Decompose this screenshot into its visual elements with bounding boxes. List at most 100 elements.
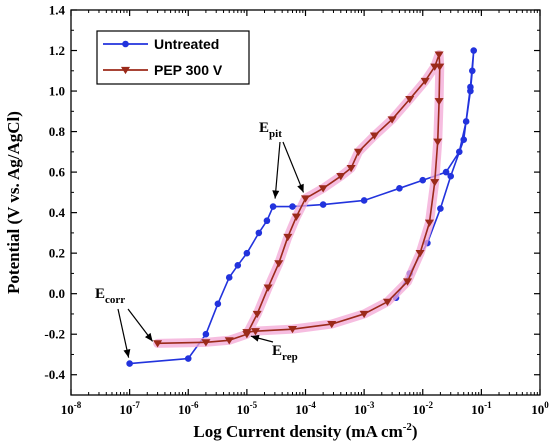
legend: Untreated PEP 300 V bbox=[96, 30, 250, 85]
data-point bbox=[462, 118, 470, 125]
legend-label: PEP 300 V bbox=[154, 62, 223, 78]
data-point bbox=[419, 176, 427, 184]
data-point bbox=[214, 300, 222, 308]
series-untreated bbox=[126, 47, 478, 367]
data-point bbox=[460, 136, 468, 143]
x-tick-label: 10-8 bbox=[61, 400, 82, 417]
data-point bbox=[433, 138, 443, 146]
annotation-e-rep: Erep bbox=[272, 343, 298, 363]
annotation-arrow bbox=[282, 141, 305, 193]
data-point bbox=[435, 63, 445, 71]
y-tick-label: 0.8 bbox=[49, 124, 66, 139]
data-point bbox=[467, 83, 474, 91]
data-point bbox=[360, 197, 368, 204]
data-point bbox=[318, 185, 328, 193]
data-point bbox=[402, 278, 413, 286]
arrow-head bbox=[272, 190, 280, 199]
data-point bbox=[434, 98, 444, 106]
x-tick-label: 10-7 bbox=[119, 400, 140, 417]
data-point bbox=[434, 51, 444, 59]
data-point bbox=[327, 320, 337, 329]
y-tick-label: 0.2 bbox=[49, 246, 65, 261]
data-point bbox=[420, 77, 430, 86]
data-point bbox=[300, 195, 311, 203]
x-tick-label: 10-3 bbox=[354, 400, 375, 417]
y-tick-label: 0.0 bbox=[49, 286, 65, 301]
y-tick-label: -0.2 bbox=[44, 327, 65, 342]
data-point bbox=[415, 250, 425, 258]
annotation-e-pit: Epit bbox=[259, 120, 282, 140]
data-point bbox=[234, 262, 242, 269]
data-point bbox=[184, 355, 192, 362]
y-axis-title: Potential (V vs. Ag/AgCl) bbox=[4, 111, 23, 294]
legend-swatch-marker bbox=[122, 40, 129, 48]
data-point bbox=[126, 360, 133, 367]
x-tick-label: 10-2 bbox=[413, 400, 434, 417]
axes-layer: 10-8 10-7 10-6 10-5 10-4 10-3 10-2 10-1 100 -0.4 -… bbox=[44, 3, 549, 418]
data-point bbox=[283, 233, 293, 242]
data-point bbox=[263, 217, 271, 225]
x-tick-label: 10-1 bbox=[471, 400, 492, 417]
series-line bbox=[129, 49, 475, 365]
data-point bbox=[353, 148, 363, 157]
annotation-arrow bbox=[117, 308, 130, 358]
data-point bbox=[263, 284, 273, 292]
annotation-layer: Epit Ecorr Erep bbox=[95, 120, 305, 363]
annotation-e-corr: Ecorr bbox=[95, 286, 125, 306]
data-point bbox=[269, 203, 277, 210]
data-point bbox=[250, 328, 260, 336]
data-point bbox=[470, 47, 478, 54]
data-point bbox=[291, 213, 301, 221]
legend-box bbox=[96, 30, 250, 85]
data-point bbox=[437, 205, 444, 212]
arrow-head bbox=[250, 334, 260, 342]
x-tick-label: 100 bbox=[531, 400, 549, 417]
y-tick-label: 1.4 bbox=[49, 3, 66, 18]
y-tick-label: -0.4 bbox=[44, 367, 65, 382]
data-point bbox=[455, 148, 463, 156]
arrow-head bbox=[123, 349, 131, 358]
data-point bbox=[468, 67, 476, 75]
arrow-head bbox=[297, 183, 304, 193]
data-point bbox=[336, 173, 346, 181]
y-tick-label: 1.0 bbox=[49, 84, 65, 99]
data-point bbox=[430, 179, 440, 187]
data-point bbox=[255, 229, 263, 237]
y-tick-label: 1.2 bbox=[49, 43, 65, 58]
data-point bbox=[442, 168, 450, 176]
x-tick-label: 10-5 bbox=[237, 400, 258, 417]
data-point bbox=[382, 298, 392, 306]
data-point bbox=[387, 116, 397, 124]
x-axis-title: Log Current density (mA cm-2) bbox=[193, 421, 417, 441]
data-point bbox=[424, 219, 434, 227]
data-point bbox=[396, 185, 403, 192]
data-point bbox=[224, 337, 234, 345]
y-tick-label: 0.4 bbox=[49, 205, 66, 220]
data-point bbox=[359, 310, 369, 319]
data-point bbox=[252, 310, 262, 319]
data-point bbox=[274, 260, 284, 268]
x-tick-label: 10-4 bbox=[295, 400, 316, 417]
arrow-head bbox=[144, 332, 153, 342]
x-tick-label: 10-6 bbox=[178, 400, 199, 417]
data-point bbox=[225, 274, 233, 281]
data-point bbox=[447, 172, 455, 180]
data-point bbox=[287, 326, 298, 334]
legend-swatch-marker bbox=[120, 66, 131, 75]
data-point bbox=[319, 201, 327, 208]
data-point bbox=[243, 249, 251, 257]
data-point bbox=[201, 339, 211, 347]
data-point bbox=[202, 330, 210, 338]
series-layer bbox=[126, 47, 478, 367]
annotation-arrow bbox=[274, 141, 281, 199]
data-point bbox=[153, 340, 163, 348]
y-tick-label: 0.6 bbox=[49, 165, 66, 180]
data-point bbox=[369, 132, 379, 140]
series-pep-300v bbox=[153, 50, 445, 348]
data-point bbox=[289, 203, 296, 210]
data-point bbox=[242, 329, 252, 337]
data-point bbox=[405, 96, 415, 104]
legend-label: Untreated bbox=[154, 36, 219, 52]
data-point bbox=[346, 164, 356, 173]
